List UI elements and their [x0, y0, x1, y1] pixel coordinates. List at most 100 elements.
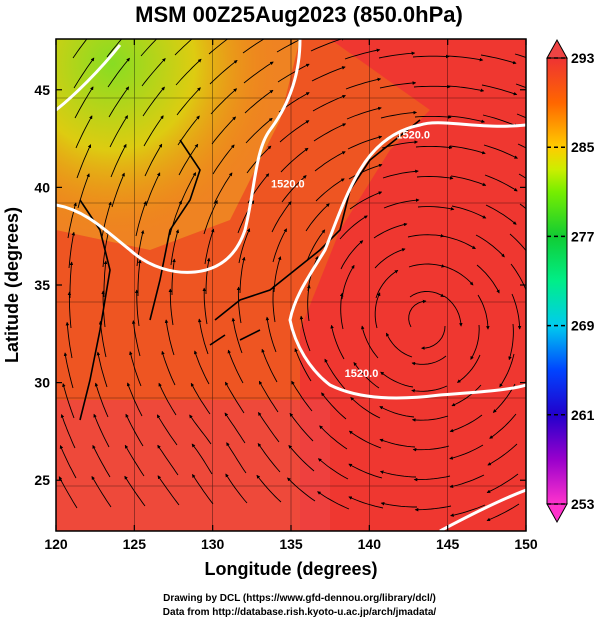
streamline [271, 285, 276, 323]
streamline [449, 444, 484, 460]
streamline [58, 476, 78, 509]
streamline [294, 348, 312, 382]
streamline [313, 123, 347, 142]
streamline [287, 477, 316, 502]
streamline [324, 358, 346, 390]
streamline [129, 351, 142, 387]
streamline [408, 263, 445, 268]
streamline [315, 178, 345, 202]
streamline [281, 175, 307, 203]
streamline [157, 475, 180, 506]
streamline [378, 51, 416, 59]
streamline [451, 205, 487, 219]
streamline [258, 411, 280, 443]
streamline [102, 230, 110, 268]
streamline [244, 89, 274, 114]
streamline [109, 115, 128, 148]
streamline [509, 233, 526, 252]
streamlines [58, 39, 526, 522]
streamline [124, 475, 146, 507]
streamline [485, 204, 517, 225]
streamline [131, 320, 141, 357]
streamline [519, 203, 526, 210]
streamline [288, 444, 315, 472]
streamline [72, 39, 88, 59]
streamline [480, 54, 517, 65]
streamline [202, 287, 208, 325]
streamline [350, 396, 381, 419]
streamline [289, 412, 314, 442]
streamline [91, 475, 112, 508]
streamline [346, 106, 382, 120]
streamline [414, 115, 452, 119]
streamline [272, 228, 287, 263]
credit-drawing: Drawing by DCL (https://www.gfd-dennou.o… [163, 593, 436, 604]
streamline [511, 293, 522, 330]
x-tick-label: 145 [436, 536, 460, 552]
streamline [340, 240, 364, 270]
streamline [477, 294, 490, 330]
streamline [379, 470, 417, 478]
streamline [409, 291, 445, 298]
streamline [158, 382, 177, 416]
streamline [442, 265, 474, 286]
streamline [67, 202, 77, 239]
x-tick-label: 135 [279, 536, 303, 552]
streamline [126, 382, 143, 417]
streamline [107, 57, 130, 88]
grid-lines [56, 39, 526, 531]
streamline [190, 382, 211, 415]
x-axis-label: Longitude (degrees) [204, 559, 377, 579]
y-tick-label: 30 [34, 375, 50, 391]
streamline [140, 39, 158, 57]
streamline [379, 438, 416, 448]
streamline [197, 318, 209, 355]
streamline [380, 371, 414, 388]
streamline [63, 352, 74, 389]
streamline [277, 63, 310, 83]
streamline [374, 248, 406, 269]
streamline [385, 332, 413, 358]
streamline [236, 286, 242, 324]
streamline [212, 144, 235, 175]
streamline [169, 200, 182, 236]
streamline [225, 473, 248, 504]
streamline [489, 413, 517, 439]
streamline [499, 353, 515, 388]
streamline [447, 85, 485, 93]
streamline [312, 94, 346, 112]
x-tick-label: 140 [358, 536, 382, 552]
contour-1520-west [56, 39, 302, 274]
streamline [145, 172, 161, 207]
streamline [256, 474, 282, 503]
streamline [106, 39, 123, 58]
streamline [416, 176, 454, 180]
streamline [257, 443, 281, 473]
streamline [443, 295, 463, 327]
streamline [68, 231, 76, 269]
streamline [414, 505, 452, 512]
streamline [96, 351, 108, 388]
streamline [271, 201, 292, 233]
streamline [279, 120, 310, 143]
streamline [213, 172, 233, 205]
streamline [321, 392, 347, 420]
streamline [411, 355, 447, 366]
streamline [174, 39, 193, 56]
streamline [157, 444, 179, 476]
streamline [94, 382, 109, 418]
streamline [161, 350, 176, 386]
streamline [348, 163, 383, 180]
streamline [192, 473, 214, 505]
contour-label: 1520.0 [396, 130, 430, 142]
colorbar-tick-label: 277 [571, 228, 595, 244]
streamline [170, 229, 180, 266]
streamline [168, 288, 174, 326]
streamline [93, 413, 110, 448]
streamline [73, 57, 95, 89]
streamline [380, 501, 417, 508]
streamline [515, 83, 526, 89]
streamline [317, 458, 349, 480]
streamline [238, 228, 251, 264]
streamline [413, 84, 451, 89]
